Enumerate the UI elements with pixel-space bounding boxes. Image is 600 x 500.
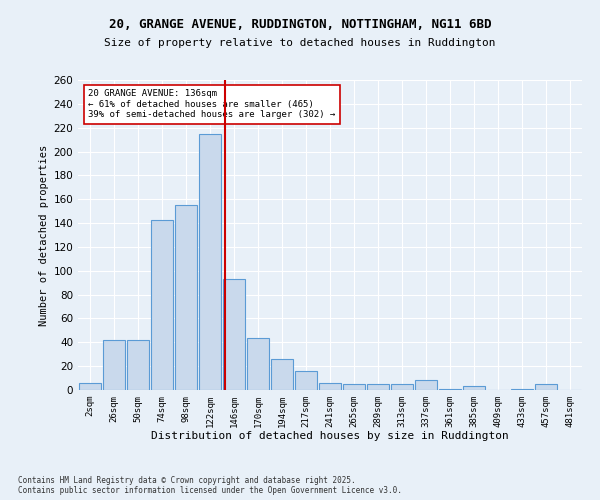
Text: 20, GRANGE AVENUE, RUDDINGTON, NOTTINGHAM, NG11 6BD: 20, GRANGE AVENUE, RUDDINGTON, NOTTINGHA… <box>109 18 491 30</box>
Bar <box>463 386 485 390</box>
X-axis label: Distribution of detached houses by size in Ruddington: Distribution of detached houses by size … <box>151 432 509 442</box>
Bar <box>319 383 341 390</box>
Bar <box>247 338 269 390</box>
Bar <box>367 384 389 390</box>
Text: 20 GRANGE AVENUE: 136sqm
← 61% of detached houses are smaller (465)
39% of semi-: 20 GRANGE AVENUE: 136sqm ← 61% of detach… <box>88 90 335 119</box>
Bar <box>271 359 293 390</box>
Bar <box>151 220 173 390</box>
Text: Contains HM Land Registry data © Crown copyright and database right 2025.
Contai: Contains HM Land Registry data © Crown c… <box>18 476 402 495</box>
Bar <box>175 205 197 390</box>
Bar <box>103 340 125 390</box>
Bar <box>295 371 317 390</box>
Text: Size of property relative to detached houses in Ruddington: Size of property relative to detached ho… <box>104 38 496 48</box>
Bar <box>343 384 365 390</box>
Bar <box>127 340 149 390</box>
Bar <box>439 389 461 390</box>
Y-axis label: Number of detached properties: Number of detached properties <box>39 144 49 326</box>
Bar <box>223 279 245 390</box>
Bar <box>535 384 557 390</box>
Bar <box>415 380 437 390</box>
Bar <box>511 389 533 390</box>
Bar <box>79 383 101 390</box>
Bar <box>391 384 413 390</box>
Bar <box>199 134 221 390</box>
